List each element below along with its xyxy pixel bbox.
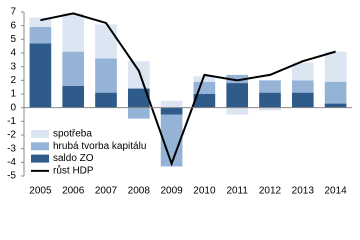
x-tick-label: 2008 [128,186,151,197]
line [40,12,336,167]
bar [127,88,150,108]
chart: -5 -4 -3 -2 -1 0 1 2 3 4 5 6 7 2005 2006 2007 2008 2009 20… [7,7,352,197]
bar [127,61,150,89]
bar [193,76,216,82]
bar [193,94,216,108]
x-tick-label: 2010 [193,186,216,197]
y-tick-label: 7 [10,7,16,18]
bar [291,62,314,81]
bar [193,81,216,94]
y-tick-label: 1 [10,89,16,100]
bar [29,43,52,108]
bar [324,51,347,82]
page: {"chart_data": {"type": "bar", "categori… [7,6,352,197]
y-tick-label: 0 [10,102,16,113]
x-tick-label: 2009 [160,186,183,197]
legend-label: růst HDP [53,165,94,177]
x-tick-label: 2006 [62,186,85,197]
legend-label: spotřeba [53,129,92,140]
bar [29,27,52,44]
bar [259,107,281,111]
y-tick-label: -5 [7,171,16,182]
bar [291,80,314,93]
bar [62,13,85,52]
bar [95,58,117,93]
bar [160,114,183,167]
bar [127,107,150,119]
bar [160,107,183,115]
y-tick-label: -2 [7,130,16,141]
legend-swatch [31,142,49,151]
bar [62,51,85,86]
y-tick-label: 5 [10,34,16,45]
x-tick-label: 2011 [226,186,248,197]
legend-swatch [31,154,49,163]
x-tick-label: 2007 [95,186,118,197]
bar [62,85,85,108]
bar [226,74,249,84]
y-tick-label: -4 [7,157,16,168]
bar [259,80,281,93]
bar [259,92,281,108]
legend-label: saldo ZO [53,153,94,164]
bar [226,107,249,115]
x-tick-label: 2013 [292,186,315,197]
bar [160,100,183,108]
bar [95,92,117,108]
y-tick-label: 2 [10,75,16,86]
y-tick-label: 3 [10,61,16,72]
x-tick-label: 2014 [324,186,347,197]
bar [324,103,347,108]
bar [29,17,52,28]
y-tick-label: 4 [10,48,16,59]
y-tick-label: -3 [7,143,16,154]
x-tick-label: 2012 [259,186,282,197]
legend-swatch [31,130,49,138]
bar [226,83,249,108]
x-tick-label: 2005 [29,186,52,197]
y-tick-label: -1 [7,116,16,127]
legend-label: hrubá tvorba kapitálu [53,141,146,152]
y-tick-label: 6 [10,20,16,31]
bar [291,92,314,108]
bar [324,81,347,104]
bar [95,24,117,59]
